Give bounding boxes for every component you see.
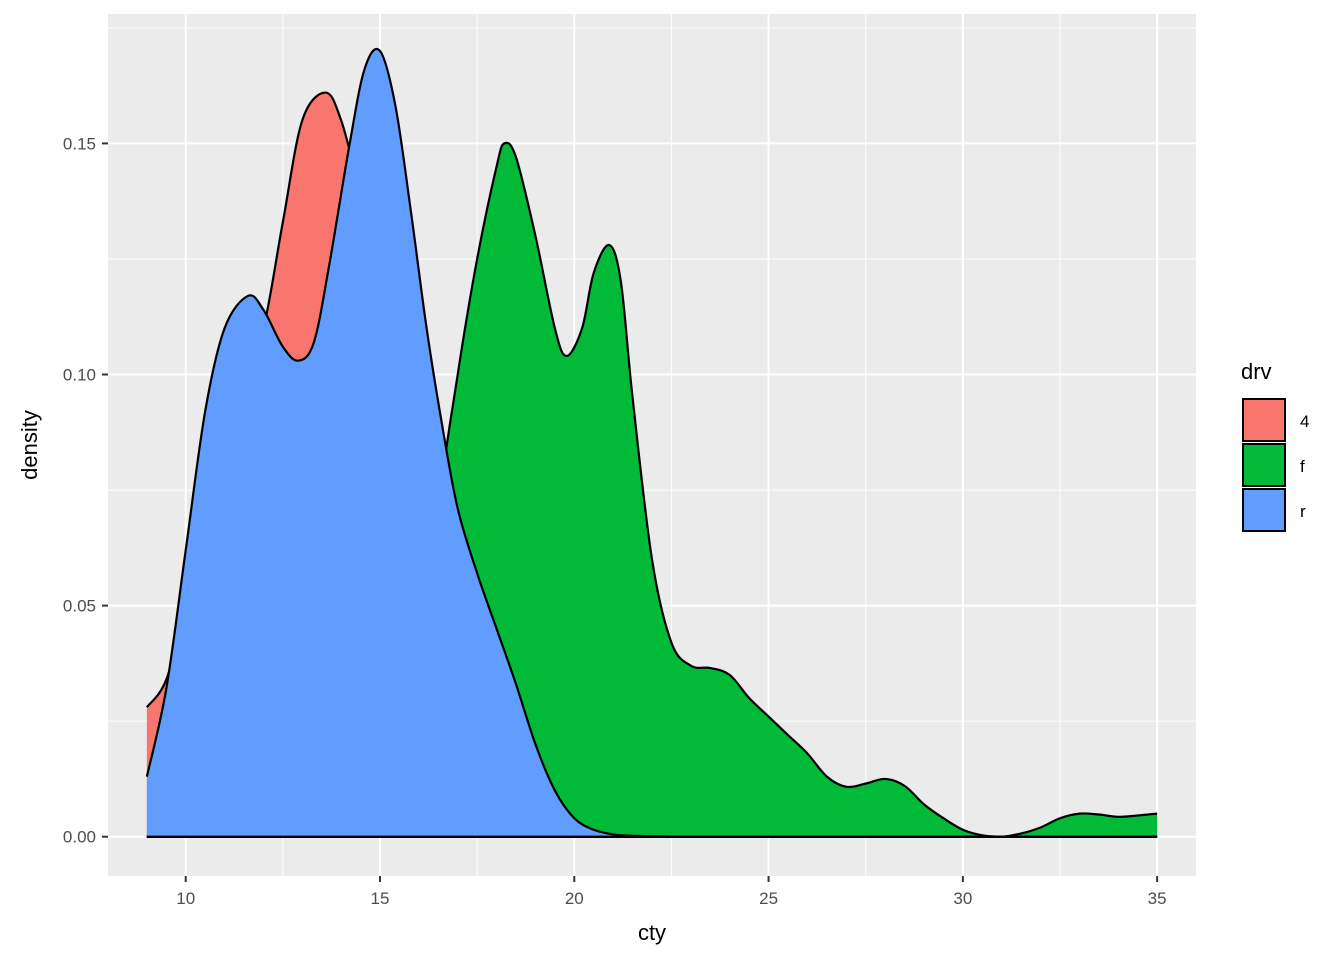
legend-key-r [1242, 488, 1286, 532]
x-axis: 10 15 20 25 30 35 [176, 876, 1167, 908]
x-tick-label: 20 [565, 889, 584, 908]
x-tick-label: 35 [1148, 889, 1167, 908]
y-tick-label: 0.00 [63, 828, 96, 847]
x-axis-title: cty [638, 920, 666, 945]
legend: drv 4 f r [1241, 359, 1309, 532]
x-tick-label: 15 [371, 889, 390, 908]
legend-label-f: f [1300, 457, 1305, 476]
x-tick-label: 25 [759, 889, 778, 908]
density-fill-r [146, 48, 1158, 837]
y-axis-title: density [17, 410, 42, 480]
legend-title: drv [1241, 359, 1272, 384]
legend-label-r: r [1300, 502, 1306, 521]
density-fill-f [146, 142, 1158, 837]
x-tick-label: 30 [953, 889, 972, 908]
legend-key-f [1242, 443, 1286, 487]
x-tick-label: 10 [176, 889, 195, 908]
y-axis: 0.00 0.05 0.10 0.15 [63, 134, 108, 847]
y-tick-label: 0.15 [63, 134, 96, 153]
legend-label-4: 4 [1300, 412, 1309, 431]
legend-key-4 [1242, 398, 1286, 442]
density-areas [145, 47, 1158, 838]
y-tick-label: 0.05 [63, 597, 96, 616]
y-tick-label: 0.10 [63, 366, 96, 385]
